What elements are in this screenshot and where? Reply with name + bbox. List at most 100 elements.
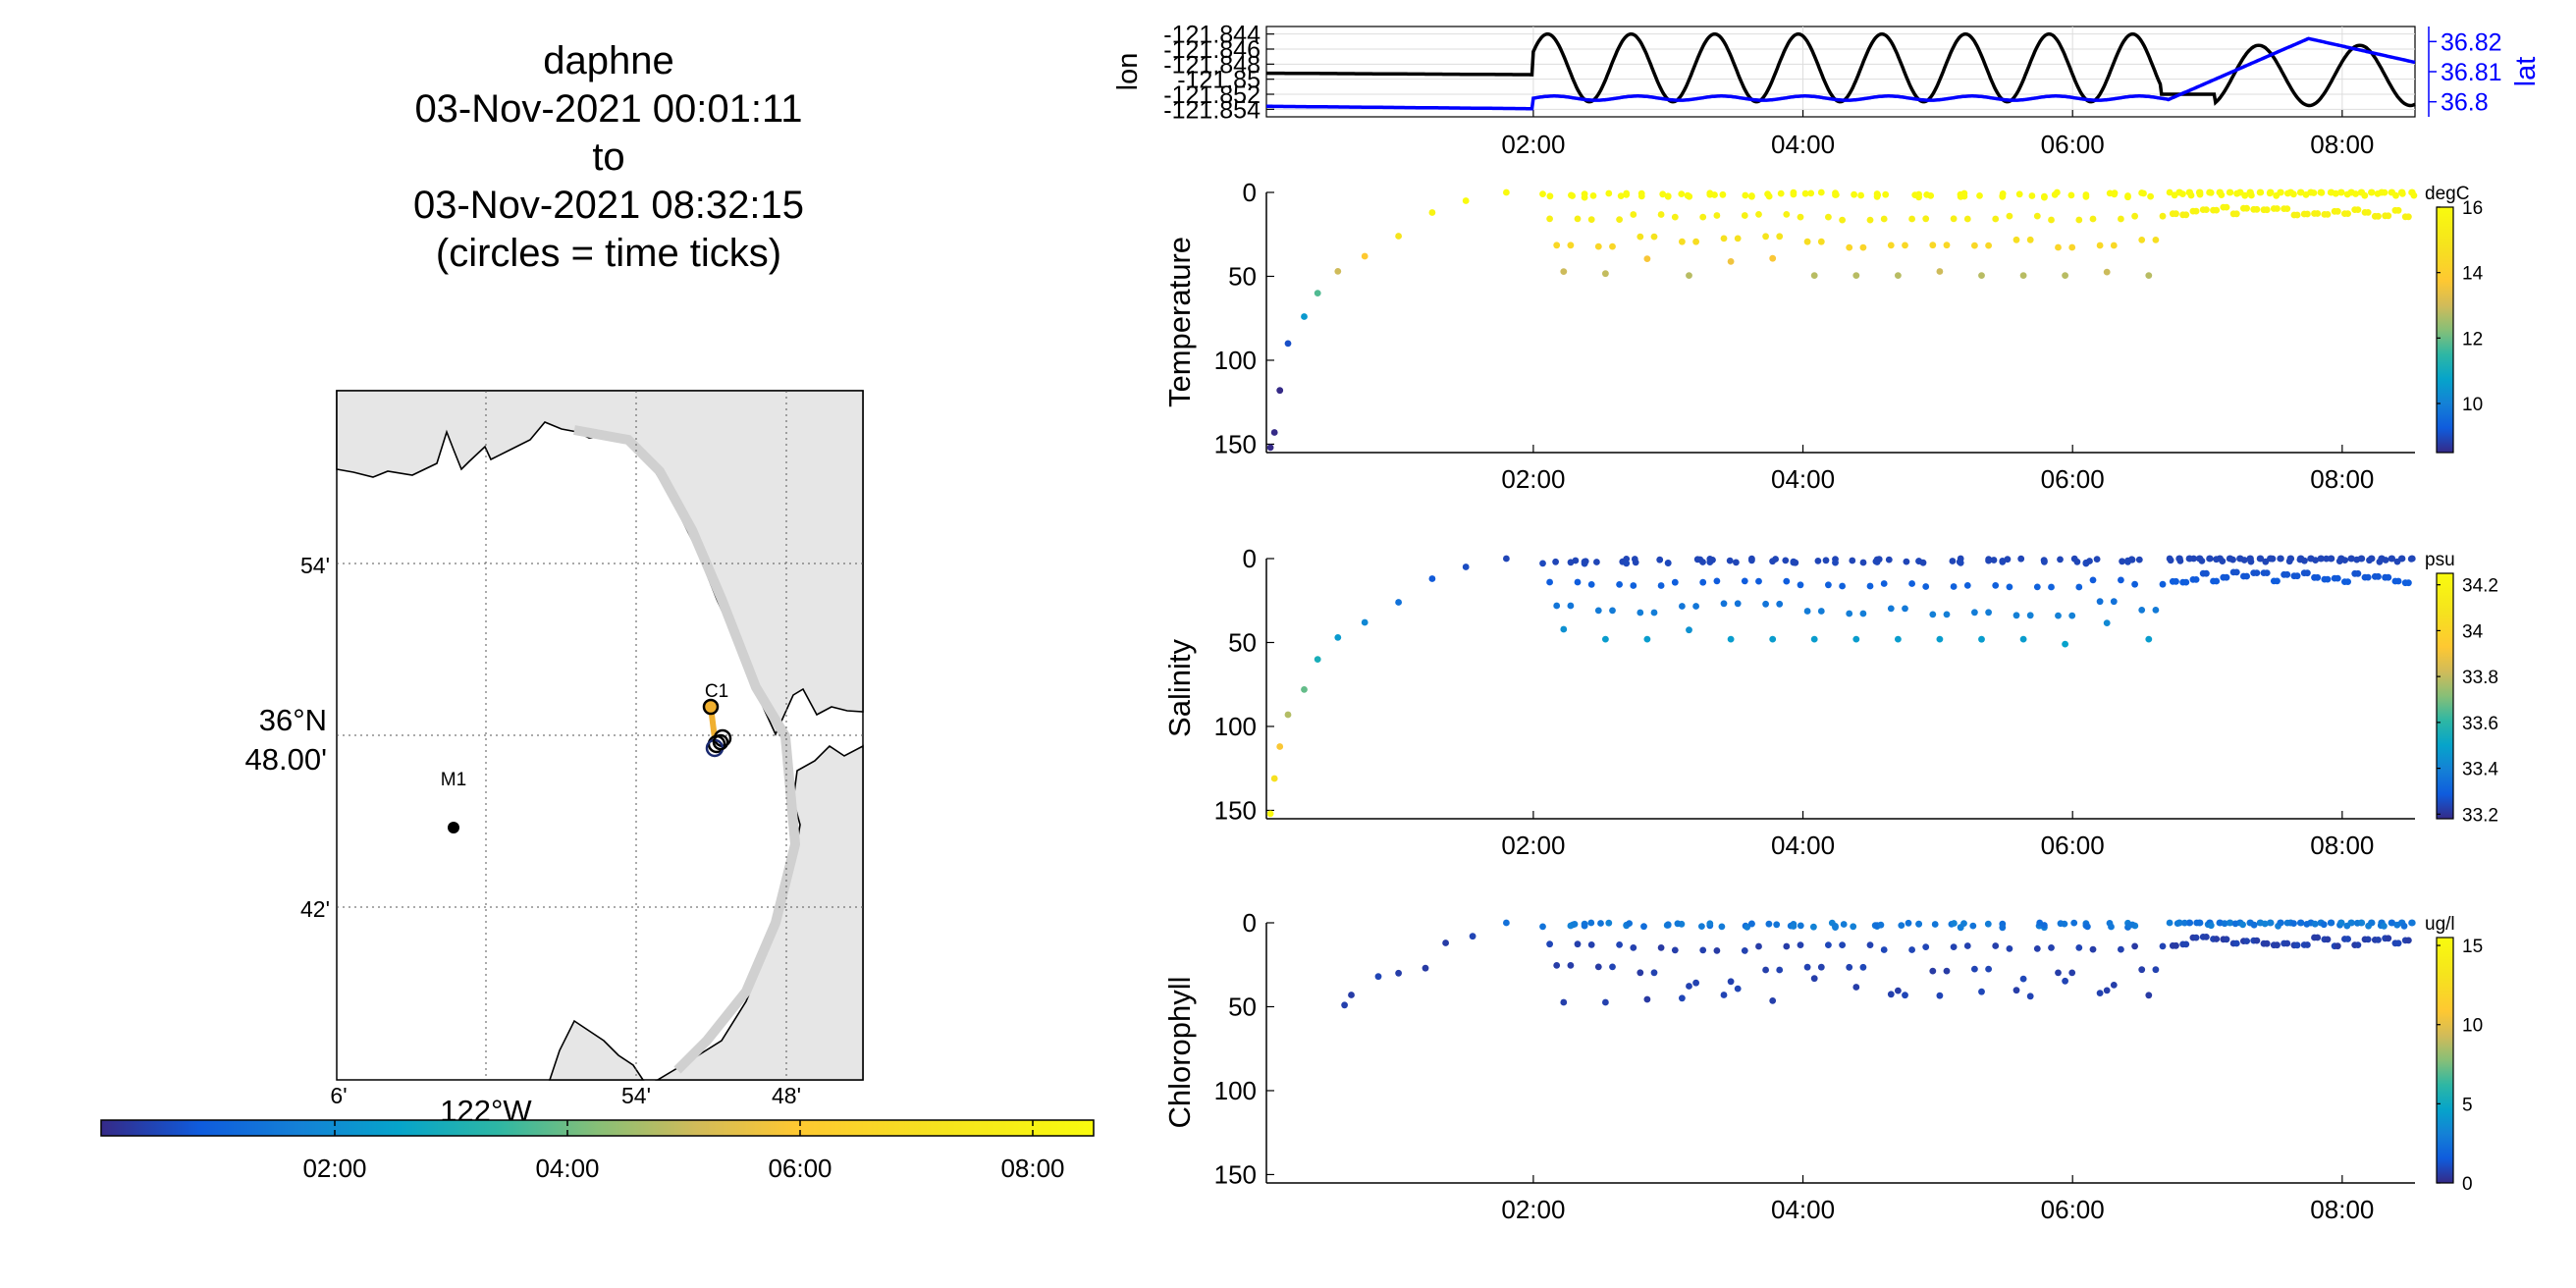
chlorophyll-data-point: [1943, 967, 1951, 975]
temperature-data-point: [1825, 213, 1832, 221]
chlorophyll-data-point: [2196, 919, 2204, 927]
lon-y-tick-label: -121.844: [1163, 22, 1261, 49]
salinity-data-point: [2093, 556, 2101, 563]
salinity-data-point: [2263, 569, 2271, 576]
temperature-data-point: [1719, 190, 1727, 198]
salinity-data-point: [2019, 635, 2027, 643]
chlorophyll-data-point: [2239, 921, 2247, 929]
salinity-data-point: [2118, 576, 2124, 584]
salinity-data-point: [2131, 580, 2139, 588]
temperature-data-point: [2179, 190, 2186, 198]
chlorophyll-data-point: [1887, 991, 1895, 998]
temperature-data-point: [1314, 290, 1321, 296]
salinity-data-point: [2341, 557, 2349, 564]
temperature-data-point: [1817, 238, 1825, 245]
temperature-data-point: [2028, 192, 2036, 199]
salinity-data-point: [2033, 583, 2041, 591]
salinity-data-point: [2017, 555, 2025, 563]
chlorophyll-data-point: [1748, 920, 1755, 928]
temperature-data-point: [1643, 255, 1651, 262]
temperature-data-point: [2324, 211, 2332, 218]
chlorophyll-data-point: [2344, 936, 2352, 942]
temperature-data-point: [2361, 191, 2369, 199]
temperature-data-point: [1711, 191, 1718, 198]
salinity-data-point: [1679, 603, 1686, 610]
chlorophyll-data-point: [2075, 944, 2083, 951]
temperature-data-point: [2337, 188, 2345, 196]
chlorophyll-data-point: [1950, 943, 1958, 950]
salinity-data-point: [1428, 575, 1436, 582]
salinity-data-point: [1762, 600, 1769, 608]
temperature-data-point: [1581, 190, 1588, 198]
chlorophyll-data-point: [1597, 920, 1604, 927]
chlorophyll-data-point: [2364, 936, 2372, 943]
salinity-data-point: [1797, 581, 1804, 589]
chlorophyll-y-tick-label: 150: [1214, 1159, 1257, 1189]
salinity-data-point: [1552, 558, 1559, 565]
chlorophyll-data-point: [2041, 922, 2048, 929]
temperature-data-point: [2103, 268, 2111, 276]
temperature-data-point: [2302, 191, 2310, 198]
salinity-data-point: [2152, 607, 2160, 614]
chlorophyll-data-point: [1773, 921, 1781, 929]
salinity-data-point: [2324, 575, 2332, 583]
temperature-data-point: [2171, 191, 2178, 199]
salinity-data-point: [1963, 582, 1971, 589]
chlorophyll-data-point: [2290, 920, 2297, 927]
salinity-data-point: [2323, 555, 2331, 563]
temperature-data-point: [1929, 242, 1937, 249]
salinity-data-point: [1885, 556, 1893, 564]
salinity-data-point: [1650, 609, 1658, 617]
salinity-data-point: [1859, 610, 1867, 617]
chlorophyll-data-point: [2138, 966, 2146, 974]
lat-label-54: 54': [300, 553, 330, 578]
lat-y-tick-label: 36.82: [2441, 28, 2502, 56]
temperature-data-point: [2293, 211, 2301, 219]
chlorophyll-data-point: [1699, 946, 1707, 954]
chlorophyll-data-point: [2159, 942, 2167, 950]
salinity-data-point: [1895, 635, 1902, 643]
lonlat-x-tick-label: 06:00: [2041, 130, 2105, 159]
lon-y-axis: -121.844-121.846-121.848-121.85-121.852-…: [1163, 22, 1274, 124]
temperature-data-point: [1762, 233, 1769, 241]
chlorophyll-y-tick-label: 50: [1228, 992, 1257, 1021]
temperature-y-tick-label: 100: [1214, 346, 1257, 375]
temperature-data-point: [2394, 206, 2402, 214]
chlorophyll-data-point: [2337, 919, 2345, 927]
salinity-data-point: [1782, 557, 1790, 564]
salinity-data-point: [2190, 555, 2198, 563]
temperature-data-point: [2218, 191, 2226, 199]
salinity-data-point: [1560, 625, 1568, 633]
temperature-data-point: [1266, 444, 1274, 452]
salinity-data-point: [2198, 558, 2206, 564]
chlorophyll-data-point: [2012, 987, 2020, 994]
temperature-data-point: [1553, 242, 1561, 249]
salinity-data-point: [1657, 582, 1665, 589]
salinity-data-point: [1671, 578, 1679, 586]
temperature-data-point: [2290, 190, 2297, 198]
chlorophyll-data-point: [1922, 943, 1930, 950]
chlorophyll-data-point: [2055, 969, 2062, 977]
temperature-data-point: [2207, 189, 2215, 196]
salinity-data-point: [1846, 610, 1853, 617]
salinity-data-point: [1686, 626, 1692, 634]
chlorophyll-data-point: [2131, 942, 2139, 950]
chlorophyll-data-point: [1971, 965, 1978, 973]
salinity-data-point: [1733, 559, 1740, 566]
salinity-data-point: [2301, 557, 2308, 564]
salinity-data-point: [1334, 634, 1342, 641]
chlorophyll-data-point: [2110, 982, 2118, 989]
chlorophyll-data-point: [1469, 933, 1476, 940]
salinity-data-point: [2314, 573, 2322, 581]
salinity-data-point: [1971, 609, 1978, 617]
temperature-unit-label: degC: [2425, 184, 2469, 204]
lon-y-tick-label: -121.846: [1163, 36, 1261, 64]
chlorophyll-data-point: [1902, 992, 1908, 999]
salinity-data-point: [1832, 559, 1839, 566]
chlorophyll-data-point: [1931, 921, 1939, 928]
salinity-data-point: [2358, 555, 2366, 563]
time-colorbar-ticks: [334, 1120, 1034, 1136]
lat-label-36n: 36°N: [259, 703, 327, 737]
salinity-data-point: [2012, 612, 2020, 619]
temperature-data-point: [1276, 387, 1284, 395]
